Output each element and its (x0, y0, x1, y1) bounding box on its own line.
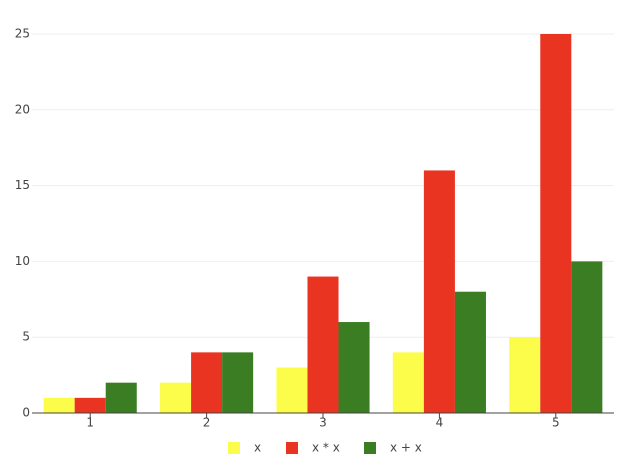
legend-swatch (364, 442, 376, 454)
y-tick-label: 20 (15, 102, 30, 116)
y-tick-label: 25 (15, 27, 30, 41)
x-tick-label: 4 (436, 416, 444, 430)
bar (454, 291, 486, 413)
legend-label: x + x (390, 441, 422, 455)
bar (43, 397, 75, 413)
y-tick-label: 10 (15, 254, 30, 268)
legend-swatch (286, 442, 298, 454)
bar (571, 261, 603, 413)
x-tick-label: 5 (552, 416, 560, 430)
legend-swatch (228, 442, 240, 454)
x-tick-label: 2 (203, 416, 211, 430)
bar (307, 276, 339, 413)
legend-label: x * x (312, 441, 340, 455)
x-tick-label: 3 (319, 416, 327, 430)
bar (392, 352, 424, 413)
bar (105, 382, 137, 413)
bar (74, 397, 106, 413)
y-tick-label: 5 (22, 330, 30, 344)
bar (423, 170, 455, 413)
bar (191, 352, 223, 413)
bar (160, 382, 192, 413)
bar (276, 367, 308, 413)
bar (338, 322, 370, 413)
y-tick-label: 15 (15, 178, 30, 192)
bar (509, 337, 541, 413)
legend-label: x (254, 441, 261, 455)
bar (540, 34, 572, 413)
y-tick-label: 0 (22, 406, 30, 420)
bar (222, 352, 254, 413)
x-tick-label: 1 (86, 416, 94, 430)
